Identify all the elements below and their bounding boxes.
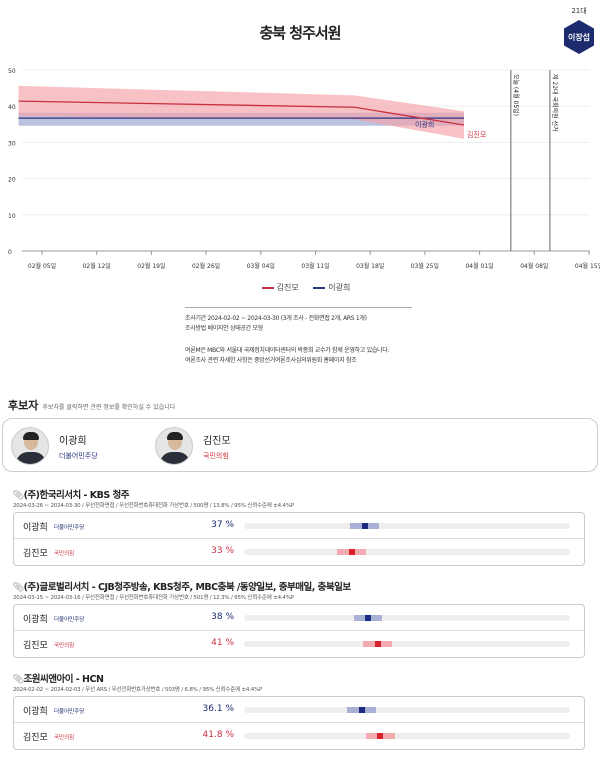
poll-row: 이광희 더불어민주당 37 % (14, 513, 584, 539)
legend-swatch-lee (313, 286, 326, 289)
poll-candidate-name: 이광희 (23, 523, 48, 533)
poll-value: 33 % (211, 546, 234, 556)
poll-value-marker (361, 523, 368, 529)
poll-value: 37 % (211, 520, 234, 530)
x-tick-label: 02월 26일 (192, 262, 220, 270)
x-tick-label: 04월 15일 (575, 262, 600, 270)
poll-value: 38 % (211, 612, 234, 622)
poll-bar-track (244, 641, 570, 647)
poll-value: 41.8 % (202, 730, 234, 740)
paperclip-icon: 📎︎ (12, 490, 24, 501)
y-tick-label: 40 (8, 104, 16, 111)
poll-row: 김진모 국민의힘 41.8 % (14, 723, 584, 749)
x-tick-label: 04월 08일 (520, 262, 548, 270)
poll-value: 41 % (211, 638, 234, 648)
series-label-kim: 김진모 (467, 130, 487, 139)
poll-row: 이광희 더불어민주당 38 % (14, 605, 584, 631)
y-tick-label: 20 (8, 177, 16, 184)
legend-swatch-kim (261, 286, 274, 289)
poll-candidate-party: 더불어민주당 (54, 617, 85, 623)
poll-row: 이광희 더불어민주당 36.1 % (14, 697, 584, 723)
paperclip-icon: 📎︎ (12, 582, 24, 593)
poll-results: 이광희 더불어민주당 38 % 김진모 국민의힘 41 % (13, 604, 585, 658)
poll-value-marker (358, 707, 365, 713)
poll-candidate-party: 더불어민주당 (54, 709, 85, 715)
paperclip-icon: 📎︎ (12, 674, 24, 685)
info-note: 여론조사 관련 자세한 사항은 중앙선거여론조사심의위원회 홈페이지 참조 (185, 357, 357, 364)
poll-bar-track (244, 523, 570, 529)
poll-title[interactable]: 📎︎(주)글로벌리서치 - CJB청주방송, KBS청주, MBC충북 /동양일… (12, 582, 351, 593)
poll-title[interactable]: 📎︎조원씨앤아이 - HCN (12, 674, 104, 685)
candidates-title: 후보자 (8, 399, 39, 412)
incumbent-badge: 21대 이장섭 (562, 6, 596, 54)
x-tick-label: 02월 19일 (137, 262, 165, 270)
badge-name: 이장섭 (564, 20, 594, 54)
x-tick-label: 03월 04일 (247, 262, 275, 270)
y-tick-label: 30 (8, 140, 16, 147)
poll-value-marker (377, 733, 384, 739)
y-tick-label: 50 (8, 68, 16, 75)
avatar (155, 427, 193, 465)
x-tick-label: 02월 12일 (83, 262, 111, 270)
poll-candidate-party: 국민의힘 (54, 735, 75, 741)
poll-meta: 2024-02-02 ~ 2024-02-03 / 무선 ARS / 무선전화번… (13, 687, 263, 693)
x-tick-label: 02월 05일 (28, 262, 56, 270)
poll-candidate-party: 국민의힘 (54, 643, 75, 649)
poll-title[interactable]: 📎︎(주)한국리서치 - KBS 청주 (12, 490, 129, 501)
poll-meta: 2024-03-15 ~ 2024-03-16 / 무선전화면접 / 무선전화번… (13, 595, 294, 601)
poll-row: 김진모 국민의힘 41 % (14, 631, 584, 657)
poll-candidate-name: 김진모 (23, 549, 48, 559)
poll-results: 이광희 더불어민주당 37 % 김진모 국민의힘 33 % (13, 512, 585, 566)
legend-label-lee: 이광희 (328, 283, 351, 292)
y-tick-label: 0 (8, 249, 12, 256)
legend-label-kim: 김진모 (276, 283, 299, 292)
poll-value-marker (364, 615, 371, 621)
date-marker-label: 오늘 (4월 05일) (512, 74, 520, 116)
poll-results: 이광희 더불어민주당 36.1 % 김진모 국민의힘 41.8 % (13, 696, 585, 750)
poll-bar-track (244, 549, 570, 555)
x-tick-label: 04월 01일 (465, 262, 493, 270)
info-note: 여론M은 MBC와 서울대 국제정치데이터센터의 박종희 교수가 함께 운영하고… (185, 347, 390, 354)
date-marker-label: 제 22대 국회의원 선거 (551, 74, 559, 132)
survey-method: 조사방법 베이지안 상태공간 모형 (185, 325, 263, 332)
candidates-heading: 후보자 후보자를 클릭하면 관련 정보를 확인하실 수 있습니다 (8, 397, 175, 413)
series-label-lee: 이광희 (415, 120, 434, 129)
chart-legend: 김진모 이광희 (0, 282, 600, 293)
poll-candidate-name: 김진모 (23, 733, 48, 743)
x-tick-label: 03월 18일 (356, 262, 384, 270)
poll-value-marker (374, 641, 381, 647)
candidate-name: 이광희 (59, 435, 87, 447)
confidence-band-kim (18, 85, 464, 139)
poll-row: 김진모 국민의힘 33 % (14, 539, 584, 565)
poll-candidate-name: 김진모 (23, 641, 48, 651)
survey-period: 조사기간 2024-02-02 ~ 2024-03-30 (3개 조사 - 전화… (185, 315, 367, 322)
poll-meta: 2024-03-26 ~ 2024-03-30 / 무선전화면접 / 무선전화번… (13, 503, 294, 509)
poll-candidate-name: 이광희 (23, 707, 48, 717)
x-tick-label: 03월 11일 (301, 262, 329, 270)
page-title: 충북 청주서원 (259, 24, 341, 42)
candidates-hint: 후보자를 클릭하면 관련 정보를 확인하실 수 있습니다 (42, 404, 176, 411)
poll-trend-chart: 0 10 20 30 40 50 02월 05일 02월 12일 02월 19일 02월 26일 0… (8, 68, 600, 270)
poll-bar-track (244, 733, 570, 739)
avatar (11, 427, 49, 465)
candidate-name: 김진모 (203, 435, 231, 447)
poll-bar-track (244, 707, 570, 713)
trend-line-kim (18, 100, 465, 126)
poll-bar-track (244, 615, 570, 621)
y-tick-label: 10 (8, 213, 16, 220)
poll-value-marker (348, 549, 355, 555)
poll-value: 36.1 % (202, 704, 234, 714)
candidate-party: 국민의힘 (203, 451, 229, 460)
x-tick-label: 03월 25일 (411, 262, 439, 270)
poll-candidate-name: 이광희 (23, 615, 48, 625)
badge-generation: 21대 (571, 7, 587, 15)
candidate-party: 더불어민주당 (59, 451, 98, 460)
survey-info: 조사기간 2024-02-02 ~ 2024-03-30 (3개 조사 - 전화… (185, 307, 412, 366)
poll-candidate-party: 국민의힘 (54, 551, 75, 557)
poll-candidate-party: 더불어민주당 (54, 525, 85, 531)
